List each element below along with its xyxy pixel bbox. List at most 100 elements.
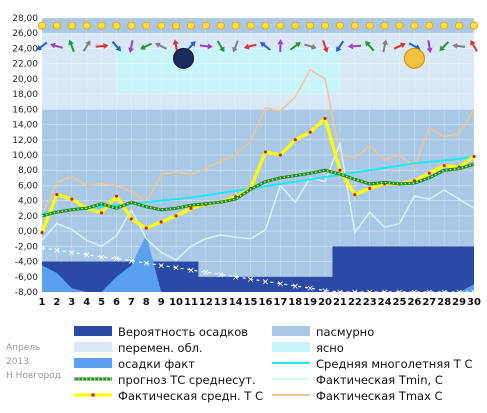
sun-icon [306,21,315,30]
sun-disc [425,21,434,30]
wind-arrow-icon [393,42,406,50]
legend-label: перемен. обл. [118,341,203,355]
wind-arrow-icon [95,42,109,49]
moon-phases [173,47,425,69]
y-tick-label: 12,00 [12,136,38,146]
wind-arrow-icon [336,40,345,53]
tavg-point [338,168,342,172]
x-tick-label: 28 [437,297,451,308]
series-tmax-line [41,68,475,217]
sun-icon [112,21,121,30]
trend-marker: × [53,246,61,256]
legend-swatch [74,342,112,352]
arrow-head [259,41,266,48]
wind-arrow-icon [365,40,375,52]
y-tick-label: 0,00 [18,227,38,237]
arrow-head [336,46,342,53]
side-caption: Апрель 2013 Н.Новгород [6,343,61,381]
sun-disc [469,21,479,30]
x-tick-label: 2 [53,297,60,308]
sun-icon [157,21,166,30]
x-tick-label: 26 [407,297,421,308]
wind-arrow-icon [128,40,134,54]
sun-disc [157,21,166,30]
series-lines: × × × × × × × × × × × × × × × × × × × × × × × × × × × × × × [38,68,478,298]
y-tick-label: 8,00 [18,166,38,176]
arrow-head [207,43,213,50]
tavg-point [174,214,178,218]
legend-swatch [74,326,112,336]
wind-arrow-icon [347,43,361,50]
trend-marker: × [440,288,448,298]
sun-disc [395,21,404,30]
caption-month: Апрель [6,343,40,353]
sun-disc [52,21,61,30]
wind-arrow-icon [172,39,179,53]
arrow-head [232,46,238,53]
legend-swatch [74,358,112,368]
y-tick-label: 20,00 [12,75,38,85]
trend-marker: × [157,261,165,271]
sun-icon [410,21,419,30]
arrow-head [382,39,388,45]
sun-icon [276,21,285,30]
trend-marker: × [336,288,344,298]
arrow-head [277,39,284,45]
trend-marker: × [187,266,195,276]
sun-icon [320,21,330,30]
sun-disc [335,21,345,30]
sun-icon [469,21,479,30]
trend-marker: × [38,244,46,254]
sun-disc [82,21,91,30]
sun-disc [186,21,196,30]
x-axis: 1 2 3 4 5 6 7 8 9 10 11 12 13 14 15 16 17 18 19 20 21 22 23 24 2… [39,297,481,308]
tavg-point [129,217,133,221]
trend-marker: × [262,277,270,287]
sun-disc [37,21,47,30]
sun-disc [261,21,270,30]
y-axis: 28,00 26,00 24,00 22,00 20,00 18,00 16,00 14,00… [12,14,38,298]
trend-marker: × [277,280,285,290]
tavg-point [427,171,431,175]
arrow-head [219,46,225,53]
tavg-point [70,197,74,201]
arrow-head [470,40,476,46]
x-tick-label: 30 [467,297,481,308]
arrow-head [426,47,433,54]
wind-arrow-icon [154,42,167,50]
arrow-head [400,42,406,49]
x-tick-label: 1 [39,297,46,308]
x-tick-label: 5 [98,297,105,308]
trend-marker: × [143,259,151,269]
sun-disc [291,21,300,30]
x-tick-label: 24 [378,297,392,308]
tavg-point [55,192,59,197]
wind-arrow-icon [232,40,239,53]
trend-marker: × [217,270,225,280]
arrow-head [322,47,329,53]
y-tick-label: 16,00 [12,105,38,115]
sun-disc [410,21,419,30]
sun-icon [291,21,300,30]
legend-swatch [272,342,310,352]
legend-label: Фактическая Tmax C [316,389,443,403]
sun-icon [52,21,61,30]
trend-marker: × [83,251,91,261]
sun-disc [231,21,240,30]
sun-icon [380,21,389,30]
tavg-point [368,186,372,191]
wind-arrow-icon [259,41,271,51]
legend-label: Фактическая средн. Т С [118,389,263,403]
arrow-head [115,45,122,52]
sun-disc [127,21,136,30]
tavg-point [442,164,446,168]
trend-marker: × [98,253,106,263]
wind-arrow-icon [199,43,213,50]
legend-swatch-point [91,393,95,397]
arrow-head [128,47,134,54]
sun-icon [425,21,434,30]
tavg-point [189,206,193,210]
wind-arrow-icon [439,41,450,52]
trend-marker: × [426,288,434,298]
legend-label: Вероятность осадков [118,325,248,339]
